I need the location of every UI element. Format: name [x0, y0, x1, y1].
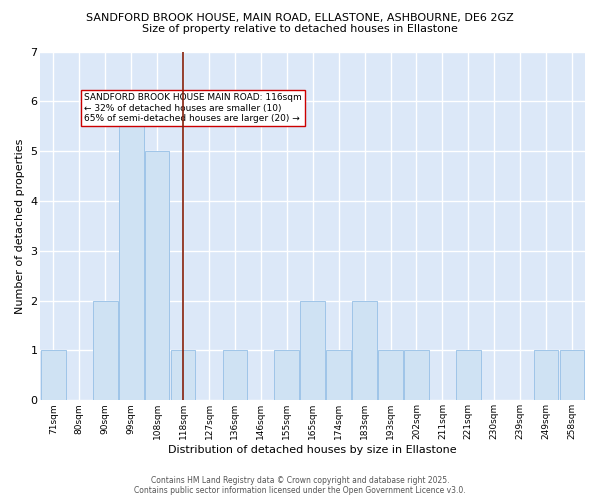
Bar	[301, 300, 325, 400]
Bar	[404, 350, 429, 401]
Bar	[560, 350, 584, 401]
Bar	[119, 102, 143, 401]
Bar	[534, 350, 559, 401]
Bar	[171, 350, 196, 401]
Bar	[378, 350, 403, 401]
Bar	[274, 350, 299, 401]
Bar	[352, 300, 377, 400]
Bar	[93, 300, 118, 400]
Bar	[326, 350, 351, 401]
Bar	[145, 151, 169, 400]
Bar	[456, 350, 481, 401]
Bar	[41, 350, 66, 401]
Y-axis label: Number of detached properties: Number of detached properties	[15, 138, 25, 314]
Text: SANDFORD BROOK HOUSE, MAIN ROAD, ELLASTONE, ASHBOURNE, DE6 2GZ: SANDFORD BROOK HOUSE, MAIN ROAD, ELLASTO…	[86, 12, 514, 22]
Text: Size of property relative to detached houses in Ellastone: Size of property relative to detached ho…	[142, 24, 458, 34]
Text: SANDFORD BROOK HOUSE MAIN ROAD: 116sqm
← 32% of detached houses are smaller (10): SANDFORD BROOK HOUSE MAIN ROAD: 116sqm ←…	[84, 94, 302, 123]
X-axis label: Distribution of detached houses by size in Ellastone: Distribution of detached houses by size …	[169, 445, 457, 455]
Text: Contains HM Land Registry data © Crown copyright and database right 2025.
Contai: Contains HM Land Registry data © Crown c…	[134, 476, 466, 495]
Bar	[223, 350, 247, 401]
